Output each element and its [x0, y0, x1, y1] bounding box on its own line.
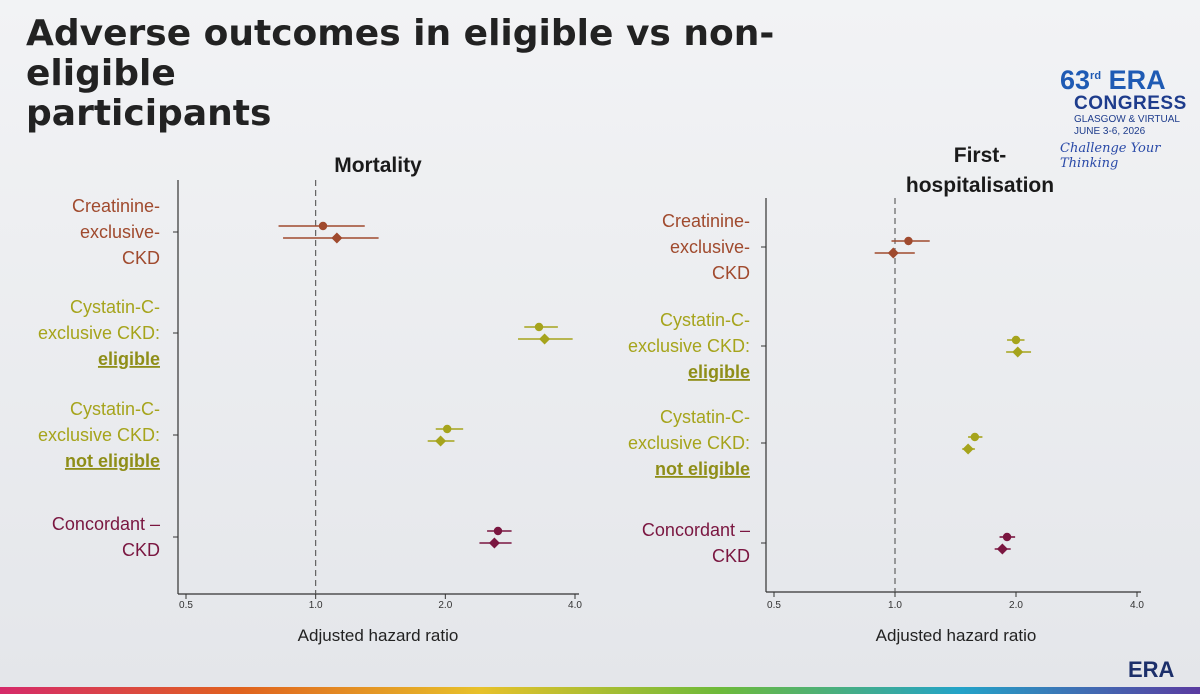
panel1-hr-point-diamond	[331, 232, 343, 244]
logo-tagline: Challenge Your Thinking	[1060, 141, 1161, 171]
slide-title-line1: Adverse outcomes in eligible vs non-elig…	[26, 13, 775, 94]
panel1-group-label-line: CKD	[122, 248, 160, 268]
panel2-group-label-line: Creatinine-	[662, 211, 750, 231]
panel2-hr-point-circle	[904, 236, 913, 246]
panel2-label-prefix: not	[655, 459, 688, 479]
panel1-group-label-line: Cystatin-C-	[70, 297, 160, 317]
panel1-group-label-line: not eligible	[65, 451, 160, 471]
panel2-title-line: First-	[954, 144, 1007, 167]
panel1-hr-point-circle	[493, 526, 503, 536]
panel1-x-tick-label: 0.5	[179, 600, 193, 611]
panel2-x-tick-label: 4.0	[1130, 600, 1144, 611]
panel2-group-label-line: CKD	[712, 263, 750, 283]
panel1-x-tick-label: 4.0	[568, 600, 582, 611]
logo-location: GLASGOW & VIRTUAL	[1074, 114, 1180, 125]
panel2-hr-point-circle	[1011, 335, 1021, 345]
logo-dates: JUNE 3-6, 2026	[1074, 126, 1146, 137]
panel1-x-axis-label: Adjusted hazard ratio	[298, 626, 459, 645]
panel1-x-tick-label: 2.0	[438, 600, 452, 611]
panel1-group-label-line: exclusive CKD:	[38, 323, 160, 343]
panel2-hr-point-diamond	[887, 247, 899, 259]
panel1-label-prefix: not	[65, 451, 98, 471]
panel1-group-label-line: Concordant –	[52, 514, 160, 534]
slide-title-line2: participants	[26, 93, 272, 134]
panel2-group-label-line: CKD	[712, 546, 750, 566]
panel1-title-line: Mortality	[334, 154, 422, 177]
panel2-hr-point-diamond	[996, 543, 1008, 555]
panel2-hr-point-circle	[970, 432, 980, 442]
panel1-hr-point-diamond	[435, 435, 447, 447]
panel1-hr-point-circle	[442, 424, 452, 434]
panel1-label-underlined: eligible	[98, 451, 160, 471]
panel1-x-tick-label: 1.0	[309, 600, 323, 611]
panel1-group-label-line: exclusive CKD:	[38, 425, 160, 445]
panel2-title-line: hospitalisation	[906, 174, 1054, 197]
panel1-hr-point-diamond	[488, 537, 500, 549]
panel2-group-label-line: not eligible	[655, 459, 750, 479]
panel1-group-label-line: Cystatin-C-	[70, 399, 160, 419]
logo-number: 63	[1060, 65, 1091, 95]
logo-sup: rd	[1090, 70, 1102, 82]
panel1-group-label-line: Creatinine-	[72, 196, 160, 216]
congress-logo: 63rd ERA CONGRESS GLASGOW & VIRTUAL JUNE…	[1060, 62, 1190, 171]
logo-congress: CONGRESS	[1074, 93, 1187, 114]
logo-headline: 63rd ERA	[1060, 62, 1190, 94]
panel2-x-tick-label: 2.0	[1009, 600, 1023, 611]
panel2-group-label-line: exclusive CKD:	[628, 336, 750, 356]
panel2-hr-point-diamond	[1012, 346, 1024, 358]
panel2-hr-point-circle	[1002, 532, 1012, 542]
slide-title: Adverse outcomes in eligible vs non-elig…	[26, 14, 906, 134]
panel1-group-label-line: exclusive-	[80, 222, 160, 242]
panel2-label-underlined: eligible	[688, 459, 750, 479]
panel2-group-label-line: Cystatin-C-	[660, 407, 750, 427]
logo-era: ERA	[1108, 65, 1166, 95]
panel2-group-label-line: Cystatin-C-	[660, 310, 750, 330]
panel1-group-label-line: eligible	[98, 349, 160, 369]
era-footer-logo: ERA	[1128, 657, 1175, 682]
panel1-hr-point-diamond	[539, 333, 551, 345]
rainbow-bar	[0, 687, 1200, 694]
panel2-x-tick-label: 1.0	[888, 600, 902, 611]
panel2-hr-point-diamond	[962, 443, 974, 455]
panel2-group-label-line: exclusive-	[670, 237, 750, 257]
panel2-x-axis-label: Adjusted hazard ratio	[876, 626, 1037, 645]
panel2-group-label-line: exclusive CKD:	[628, 433, 750, 453]
panel2-x-tick-label: 0.5	[767, 600, 781, 611]
panel2-group-label-line: Concordant –	[642, 520, 750, 540]
panel1-hr-point-circle	[534, 322, 544, 332]
panel1-group-label-line: CKD	[122, 540, 160, 560]
panel2-group-label-line: eligible	[688, 362, 750, 382]
panel1-hr-point-circle	[318, 221, 328, 231]
